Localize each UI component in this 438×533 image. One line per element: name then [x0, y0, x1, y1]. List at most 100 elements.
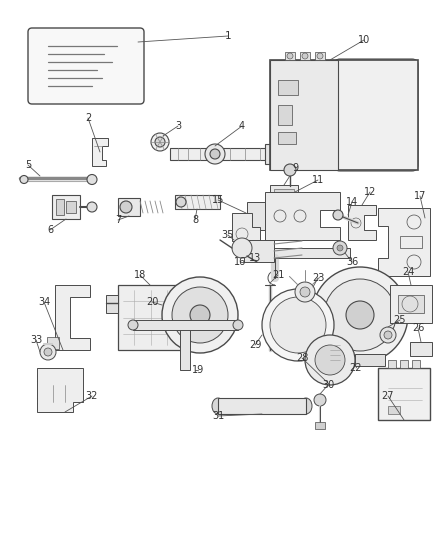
Text: 18: 18	[134, 270, 146, 280]
Bar	[398, 295, 424, 313]
Bar	[290, 307, 312, 323]
Polygon shape	[37, 368, 83, 412]
Circle shape	[232, 238, 252, 258]
Circle shape	[324, 279, 396, 351]
Text: 25: 25	[394, 315, 406, 325]
Text: 17: 17	[414, 191, 426, 201]
FancyBboxPatch shape	[28, 28, 144, 104]
Circle shape	[337, 245, 343, 251]
Bar	[412, 360, 420, 368]
Bar	[410, 342, 432, 356]
Circle shape	[205, 144, 225, 164]
Bar	[180, 320, 190, 370]
Text: 24: 24	[402, 267, 414, 277]
Text: 35: 35	[222, 230, 234, 240]
Circle shape	[176, 197, 186, 207]
Bar	[278, 80, 298, 95]
Bar	[56, 199, 64, 215]
Text: 8: 8	[192, 215, 198, 225]
Text: 7: 7	[115, 215, 121, 225]
Circle shape	[380, 327, 396, 343]
Bar	[265, 144, 280, 164]
Bar	[170, 148, 280, 160]
Circle shape	[295, 282, 315, 302]
Circle shape	[314, 394, 326, 406]
Bar	[278, 132, 296, 144]
Circle shape	[312, 267, 408, 363]
Text: 29: 29	[249, 340, 261, 350]
Polygon shape	[55, 285, 90, 350]
Bar	[378, 368, 430, 420]
Text: 6: 6	[47, 225, 53, 235]
Circle shape	[20, 175, 28, 183]
Polygon shape	[232, 213, 260, 241]
Text: 14: 14	[346, 197, 358, 207]
Text: 30: 30	[322, 380, 334, 390]
Bar	[244, 240, 274, 262]
Circle shape	[262, 289, 334, 361]
Polygon shape	[265, 192, 340, 240]
Bar	[285, 52, 295, 60]
Circle shape	[333, 241, 347, 255]
Bar	[52, 195, 80, 219]
Text: 21: 21	[272, 270, 284, 280]
Bar	[270, 248, 350, 258]
Text: 32: 32	[86, 391, 98, 401]
Circle shape	[317, 53, 323, 59]
Text: 34: 34	[38, 297, 50, 307]
Circle shape	[287, 53, 293, 59]
Circle shape	[190, 305, 210, 325]
Bar	[315, 52, 325, 60]
Polygon shape	[348, 205, 376, 240]
Bar	[66, 201, 76, 213]
Circle shape	[333, 210, 343, 220]
Text: 20: 20	[146, 297, 158, 307]
Polygon shape	[378, 208, 430, 276]
Circle shape	[233, 320, 243, 330]
Text: 5: 5	[25, 160, 31, 170]
Circle shape	[128, 320, 138, 330]
Bar	[355, 354, 385, 366]
Circle shape	[300, 287, 310, 297]
Bar	[133, 320, 238, 330]
Bar	[388, 360, 396, 368]
Bar	[118, 285, 183, 350]
Text: 12: 12	[364, 187, 376, 197]
Text: 23: 23	[312, 273, 324, 283]
Bar	[270, 60, 338, 170]
Text: 36: 36	[346, 257, 358, 267]
Circle shape	[44, 348, 52, 356]
Bar	[247, 202, 265, 230]
Circle shape	[87, 174, 97, 184]
Text: 15: 15	[212, 195, 224, 205]
Bar	[175, 195, 220, 209]
Text: 28: 28	[296, 353, 308, 363]
Text: 11: 11	[312, 175, 324, 185]
Bar	[400, 360, 408, 368]
Bar	[315, 422, 325, 429]
Circle shape	[302, 53, 308, 59]
Text: 1: 1	[225, 31, 231, 41]
Bar	[388, 406, 400, 414]
Text: 19: 19	[192, 365, 204, 375]
Text: 16: 16	[234, 257, 246, 267]
Bar	[400, 236, 422, 248]
Circle shape	[284, 164, 296, 176]
Circle shape	[210, 149, 220, 159]
Text: 3: 3	[175, 121, 181, 131]
Circle shape	[315, 345, 345, 375]
Polygon shape	[92, 138, 108, 166]
Ellipse shape	[212, 398, 224, 414]
FancyBboxPatch shape	[334, 59, 418, 171]
Circle shape	[120, 201, 132, 213]
Text: 26: 26	[412, 323, 424, 333]
Text: 33: 33	[30, 335, 42, 345]
Bar	[300, 52, 310, 60]
Bar	[270, 185, 298, 207]
Circle shape	[151, 133, 169, 151]
Circle shape	[270, 297, 326, 353]
Bar	[274, 189, 294, 203]
Text: 31: 31	[212, 411, 224, 421]
Circle shape	[346, 301, 374, 329]
Ellipse shape	[300, 398, 312, 414]
